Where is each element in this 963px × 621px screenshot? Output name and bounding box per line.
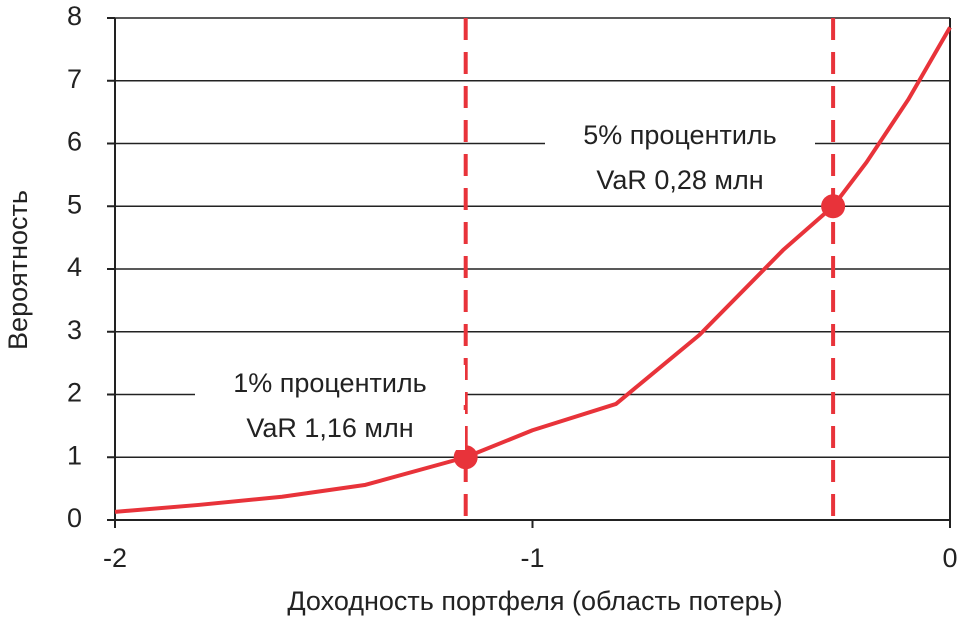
x-tick-label: -1 [520, 543, 544, 573]
line-series [114, 26, 952, 514]
annotation: 1% процентиль [233, 368, 427, 398]
x-axis-label: Доходность портфеля (область потерь) [287, 586, 782, 616]
y-tick-label: 3 [67, 315, 82, 345]
y-tick-label: 7 [67, 64, 82, 94]
y-tick-label: 0 [67, 503, 82, 533]
x-tick-label: -2 [103, 543, 127, 573]
y-tick-label: 8 [67, 1, 82, 31]
annotation-bg [545, 162, 815, 202]
percentile-point [821, 194, 846, 219]
y-tick-label: 4 [67, 252, 82, 282]
y-axis-label: Вероятность [3, 190, 33, 350]
y-tick-label: 1 [67, 440, 82, 470]
annotation-bg [195, 365, 465, 405]
percentile-point [453, 445, 478, 470]
y-tick-label: 2 [67, 378, 82, 408]
annotation: VaR 1,16 млн [246, 413, 413, 443]
y-tick-label: 6 [67, 127, 82, 157]
y-tick-label: 5 [67, 189, 82, 219]
annotation-bg [195, 410, 465, 450]
annotation: VaR 0,28 млн [596, 165, 763, 195]
annotation: 5% процентиль [583, 120, 777, 150]
annotation-bg [545, 117, 815, 157]
x-tick-label: 0 [942, 543, 957, 573]
